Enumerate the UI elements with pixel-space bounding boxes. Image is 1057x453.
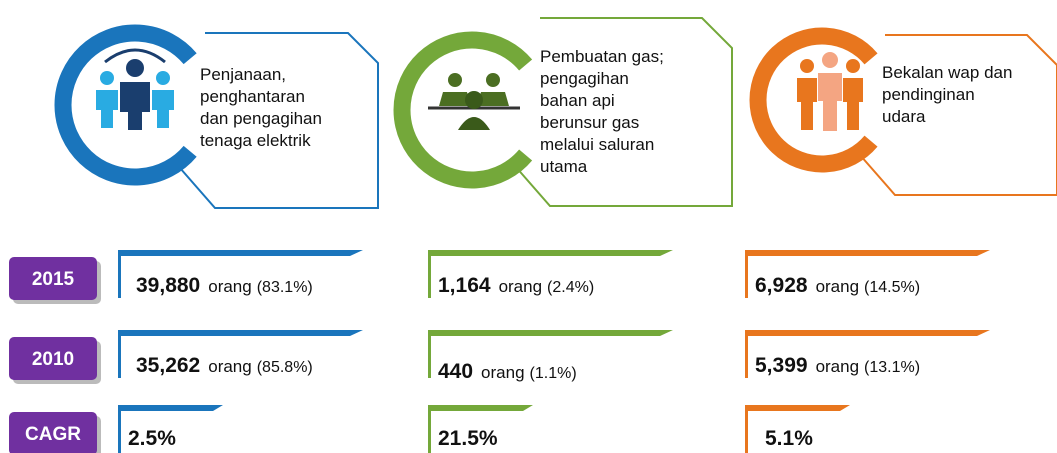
share: (13.1%)	[864, 359, 920, 376]
unit: orang	[208, 357, 251, 376]
sector-name: berunsur gas	[540, 113, 639, 132]
unit: orang	[499, 277, 542, 296]
share: (83.1%)	[257, 279, 313, 296]
ring	[749, 27, 878, 173]
sector-name: utama	[540, 157, 588, 176]
cell-left-bar	[428, 405, 431, 453]
cell-left-bar	[428, 250, 431, 298]
row-label-box	[9, 412, 97, 453]
cell-left-bar	[745, 405, 748, 453]
count: 5,399	[755, 354, 808, 377]
cagr-value: 2.5%	[128, 427, 176, 450]
count: 1,164	[438, 274, 491, 297]
sector-name: bahan api	[540, 91, 615, 110]
cell-value: 440 orang (1.1%)	[438, 360, 577, 383]
cell-left-bar	[428, 330, 431, 378]
speech-box	[514, 17, 733, 207]
row-label-box	[9, 257, 97, 300]
share: (1.1%)	[530, 365, 577, 382]
sector-name: Pembuatan gas;	[540, 47, 664, 66]
count: 6,928	[755, 274, 808, 297]
cell-top-bar	[745, 330, 990, 336]
cell-value: 6,928 orang (14.5%)	[755, 274, 920, 297]
cagr-value: 21.5%	[438, 427, 498, 450]
share: (2.4%)	[547, 279, 594, 296]
row-label: CAGR	[25, 424, 81, 445]
cell-value: 1,164 orang (2.4%)	[438, 274, 594, 297]
unit: orang	[208, 277, 251, 296]
sector-name: Penjanaan,	[200, 65, 286, 84]
cell-top-bar	[428, 405, 533, 411]
cell-left-bar	[745, 250, 748, 298]
sector-name: pendinginan	[882, 85, 975, 104]
unit: orang	[816, 357, 859, 376]
row-label: 2015	[32, 269, 75, 290]
cell-top-bar	[118, 330, 363, 336]
cell-left-bar	[118, 405, 121, 453]
row-label-box	[9, 337, 97, 380]
cell-top-bar	[428, 330, 673, 336]
cell-value: 5,399 orang (13.1%)	[755, 354, 920, 377]
cell-top-bar	[745, 405, 850, 411]
cell-left-bar	[118, 330, 121, 378]
icon-people-orange	[797, 52, 863, 131]
speech-box	[179, 32, 379, 209]
sector-name: dan pengagihan	[200, 109, 322, 128]
sector-name: melalui saluran	[540, 135, 654, 154]
sector-name: Bekalan wap dan	[882, 63, 1012, 82]
row-label: 2010	[32, 349, 74, 370]
share: (14.5%)	[864, 279, 920, 296]
cell-top-bar	[118, 405, 223, 411]
count: 440	[438, 360, 473, 383]
icon-people-blue	[96, 48, 174, 130]
unit: orang	[816, 277, 859, 296]
cell-value: 35,262 orang (85.8%)	[136, 354, 313, 377]
icon-meeting-green	[428, 73, 520, 130]
cell-top-bar	[745, 250, 990, 256]
share: (85.8%)	[257, 359, 313, 376]
cell-top-bar	[428, 250, 673, 256]
count: 35,262	[136, 354, 200, 377]
cell-left-bar	[745, 330, 748, 378]
cell-left-bar	[118, 250, 121, 298]
sector-name: pengagihan	[540, 69, 629, 88]
ring	[393, 31, 533, 189]
cell-value: 39,880 orang (83.1%)	[136, 274, 313, 297]
speech-box	[859, 34, 1057, 196]
cagr-value: 5.1%	[765, 427, 813, 450]
ring	[54, 24, 197, 186]
count: 39,880	[136, 274, 200, 297]
sector-name: udara	[882, 107, 926, 126]
sector-name: penghantaran	[200, 87, 305, 106]
cell-top-bar	[118, 250, 363, 256]
unit: orang	[481, 363, 524, 382]
sector-name: tenaga elektrik	[200, 131, 311, 150]
